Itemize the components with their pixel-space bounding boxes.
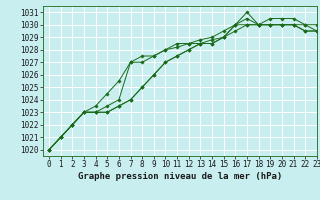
X-axis label: Graphe pression niveau de la mer (hPa): Graphe pression niveau de la mer (hPa) <box>78 172 282 181</box>
